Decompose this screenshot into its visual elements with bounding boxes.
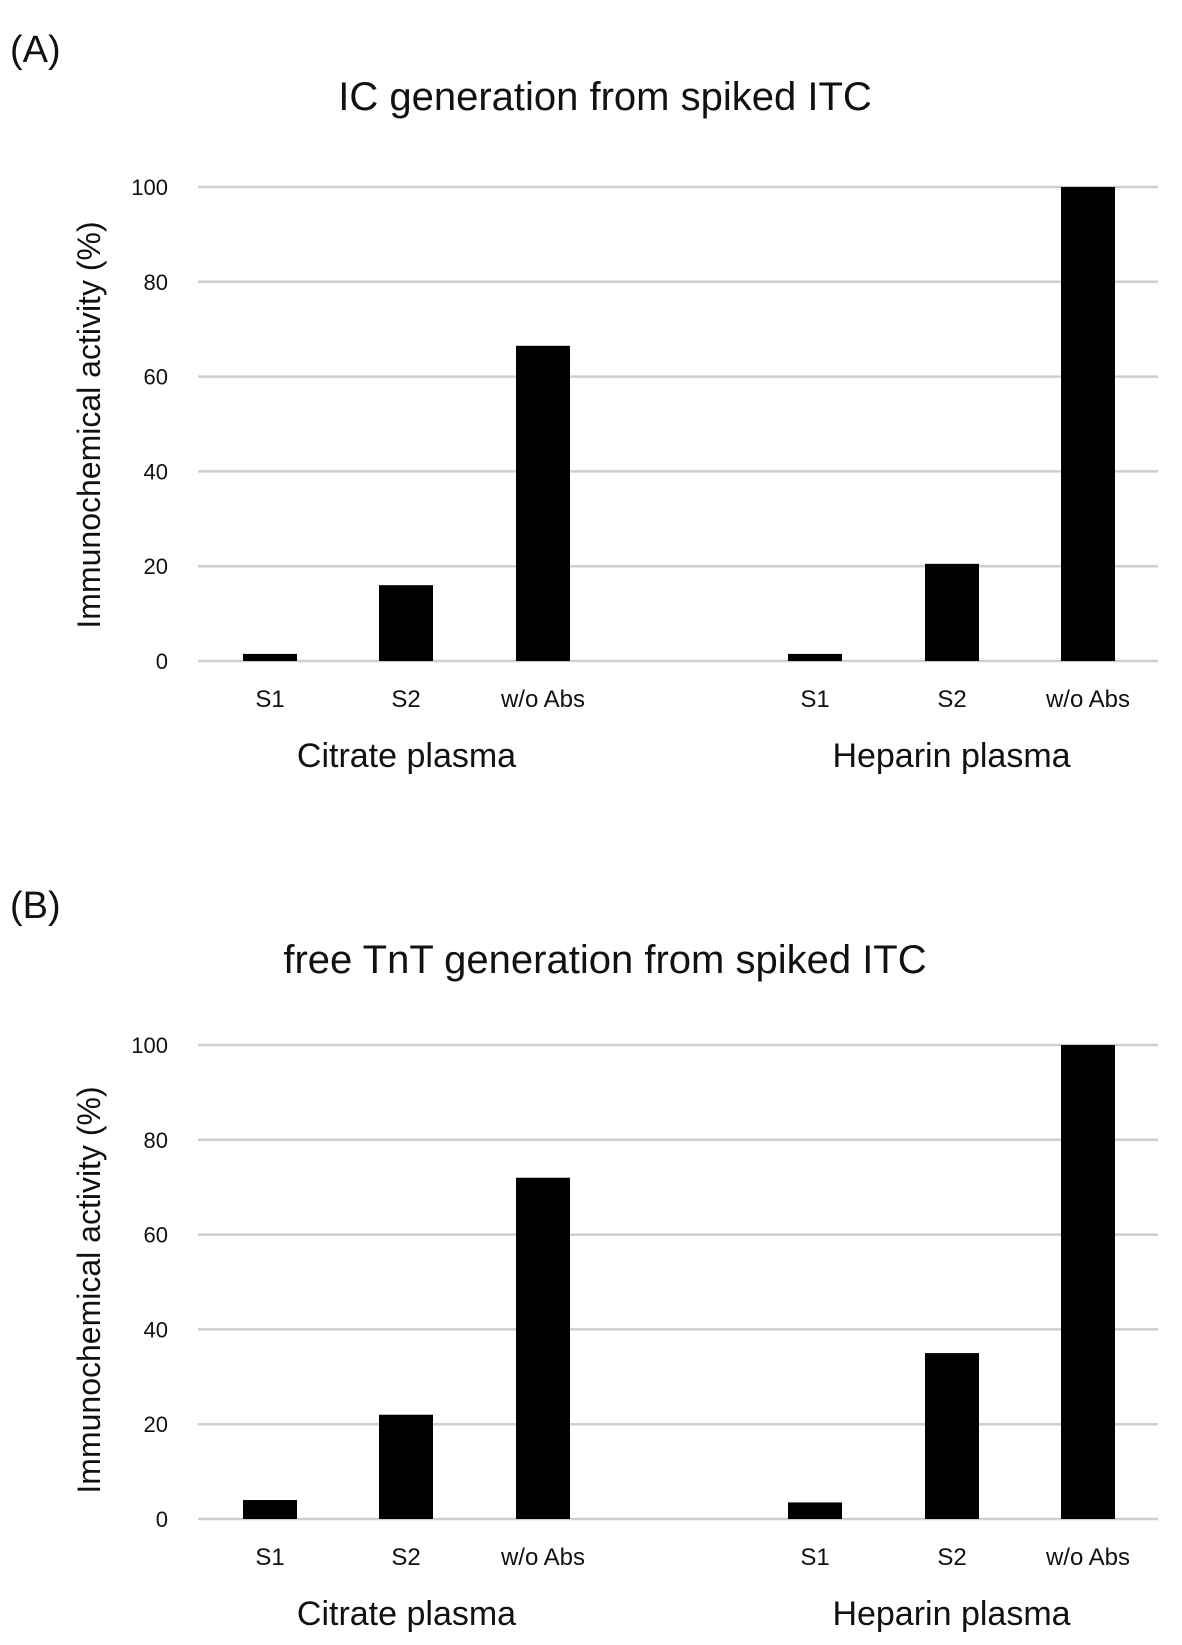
panel-b-group-labels: Citrate plasma Heparin plasma bbox=[297, 1595, 1071, 1633]
panel-a-group-labels: Citrate plasma Heparin plasma bbox=[297, 737, 1071, 775]
panel-b-x-tick-label: w/o Abs bbox=[1045, 1544, 1130, 1571]
panel-b-x-ticks: S1 S2 w/o Abs S1 S2 w/o Abs bbox=[255, 1544, 1130, 1571]
panel-a-x-tick-label: w/o Abs bbox=[500, 686, 585, 713]
panel-b-group-label: Citrate plasma bbox=[297, 1595, 516, 1633]
panel-a-x-tick-label: S1 bbox=[255, 686, 284, 713]
panel-a-y-tick-label: 60 bbox=[144, 365, 168, 390]
panel-a-bars bbox=[243, 187, 1115, 661]
panel-a-gridlines bbox=[198, 185, 1158, 663]
panel-b-label: (B) bbox=[10, 885, 61, 927]
panel-b-bars bbox=[243, 1045, 1115, 1519]
panel-a-title: IC generation from spiked ITC bbox=[338, 75, 872, 119]
panel-b-y-tick-label: 40 bbox=[144, 1317, 168, 1342]
panel-a-bar bbox=[243, 653, 297, 661]
panel-a-x-tick-label: S2 bbox=[391, 686, 420, 713]
panel-a-x-ticks: S1 S2 w/o Abs S1 S2 w/o Abs bbox=[255, 686, 1130, 713]
panel-b-x-tick-label: S2 bbox=[391, 1544, 420, 1571]
panel-a-bar bbox=[788, 653, 842, 661]
panel-a-x-tick-label: S2 bbox=[937, 686, 966, 713]
panel-b-bar bbox=[1061, 1045, 1115, 1519]
panel-a-group-label: Heparin plasma bbox=[832, 737, 1070, 775]
panel-a-bar bbox=[925, 563, 979, 661]
panel-a-bar bbox=[1061, 187, 1115, 661]
panel-a-y-tick-label: 80 bbox=[144, 270, 168, 295]
panel-a-x-tick-label: S1 bbox=[800, 686, 829, 713]
panel-a-y-tick-label: 20 bbox=[144, 554, 168, 579]
panel-b: (B) free TnT generation from spiked ITC … bbox=[10, 885, 1158, 1633]
panel-b-y-tick-label: 60 bbox=[144, 1223, 168, 1248]
panel-b-group-label: Heparin plasma bbox=[832, 1595, 1070, 1633]
panel-b-x-tick-label: S1 bbox=[255, 1544, 284, 1571]
panel-b-bar bbox=[516, 1177, 570, 1519]
panel-b-y-tick-label: 80 bbox=[144, 1128, 168, 1153]
panel-a-y-tick-label: 40 bbox=[144, 459, 168, 484]
panel-b-x-tick-label: w/o Abs bbox=[500, 1544, 585, 1571]
panel-b-y-ticks: 0 20 40 60 80 100 bbox=[131, 1033, 168, 1532]
panel-b-bar bbox=[788, 1502, 842, 1519]
panel-b-x-tick-label: S1 bbox=[800, 1544, 829, 1571]
panel-b-y-tick-label: 0 bbox=[156, 1507, 168, 1532]
panel-a-y-tick-label: 100 bbox=[131, 175, 168, 200]
panel-b-y-tick-label: 20 bbox=[144, 1412, 168, 1437]
panel-a-y-axis-label: Immunochemical activity (%) bbox=[71, 221, 107, 628]
panel-b-bar bbox=[379, 1414, 433, 1519]
panel-a-y-ticks: 0 20 40 60 80 100 bbox=[131, 175, 168, 674]
panel-a-label: (A) bbox=[10, 29, 61, 71]
panel-a-x-tick-label: w/o Abs bbox=[1045, 686, 1130, 713]
panel-a: (A) IC generation from spiked ITC Immuno… bbox=[10, 29, 1158, 775]
panel-b-y-tick-label: 100 bbox=[131, 1033, 168, 1058]
panel-b-title: free TnT generation from spiked ITC bbox=[283, 938, 926, 982]
panel-b-y-axis-label: Immunochemical activity (%) bbox=[71, 1086, 107, 1493]
panel-b-x-tick-label: S2 bbox=[937, 1544, 966, 1571]
panel-a-bar bbox=[379, 585, 433, 661]
panel-a-y-tick-label: 0 bbox=[156, 649, 168, 674]
panel-a-group-label: Citrate plasma bbox=[297, 737, 516, 775]
panel-b-gridlines bbox=[198, 1043, 1158, 1521]
panel-b-bar bbox=[925, 1353, 979, 1519]
panel-b-bar bbox=[243, 1500, 297, 1519]
panel-a-bar bbox=[516, 345, 570, 661]
